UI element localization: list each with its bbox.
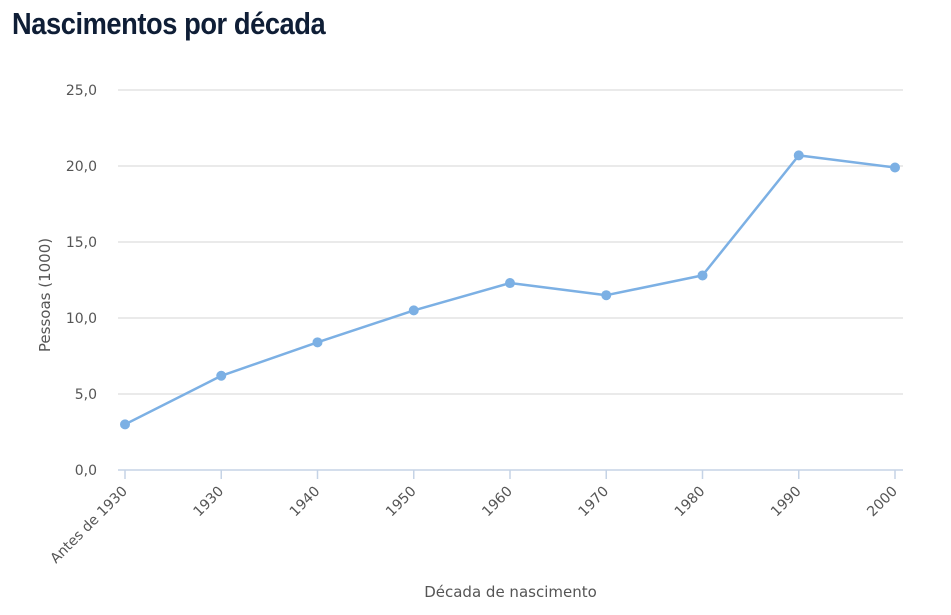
y-axis-ticks: 0,0 5,0 10,0 15,0 20,0 25,0 bbox=[66, 83, 97, 479]
x-tick-label: Antes de 1930 bbox=[47, 484, 130, 567]
data-point[interactable] bbox=[120, 419, 130, 430]
x-tick-label: 1980 bbox=[672, 484, 709, 521]
data-points bbox=[120, 150, 900, 430]
x-tick-label: 1930 bbox=[191, 484, 228, 521]
y-tick-label: 20,0 bbox=[66, 159, 97, 175]
gridlines bbox=[118, 89, 903, 395]
data-point[interactable] bbox=[312, 337, 323, 348]
y-tick-label: 25,0 bbox=[66, 83, 97, 99]
data-point[interactable] bbox=[408, 305, 419, 316]
y-tick-label: 0,0 bbox=[75, 463, 97, 479]
series-line bbox=[124, 154, 896, 426]
x-axis-title: Década de nascimento bbox=[424, 583, 597, 601]
y-tick-label: 15,0 bbox=[66, 235, 97, 251]
data-point[interactable] bbox=[216, 370, 227, 381]
data-point[interactable] bbox=[601, 290, 612, 301]
x-tick-label: 1990 bbox=[768, 484, 805, 521]
y-axis-title: Pessoas (1000) bbox=[36, 238, 54, 352]
x-tick-label: 2000 bbox=[864, 484, 901, 521]
page-title: Nascimentos por década bbox=[12, 6, 326, 41]
data-point[interactable] bbox=[890, 162, 900, 173]
x-tick-label: 1950 bbox=[383, 484, 420, 521]
y-tick-label: 10,0 bbox=[66, 311, 97, 327]
data-point[interactable] bbox=[697, 270, 708, 281]
data-point[interactable] bbox=[505, 278, 515, 289]
x-tick-label: 1960 bbox=[479, 484, 516, 521]
y-tick-label: 5,0 bbox=[75, 387, 97, 403]
x-tick-label: 1970 bbox=[576, 484, 613, 521]
x-tick-label: 1940 bbox=[287, 484, 324, 521]
data-point[interactable] bbox=[793, 150, 804, 161]
x-axis-ticks: Antes de 1930 1930 1940 1950 1960 1970 1980 199… bbox=[47, 470, 901, 567]
